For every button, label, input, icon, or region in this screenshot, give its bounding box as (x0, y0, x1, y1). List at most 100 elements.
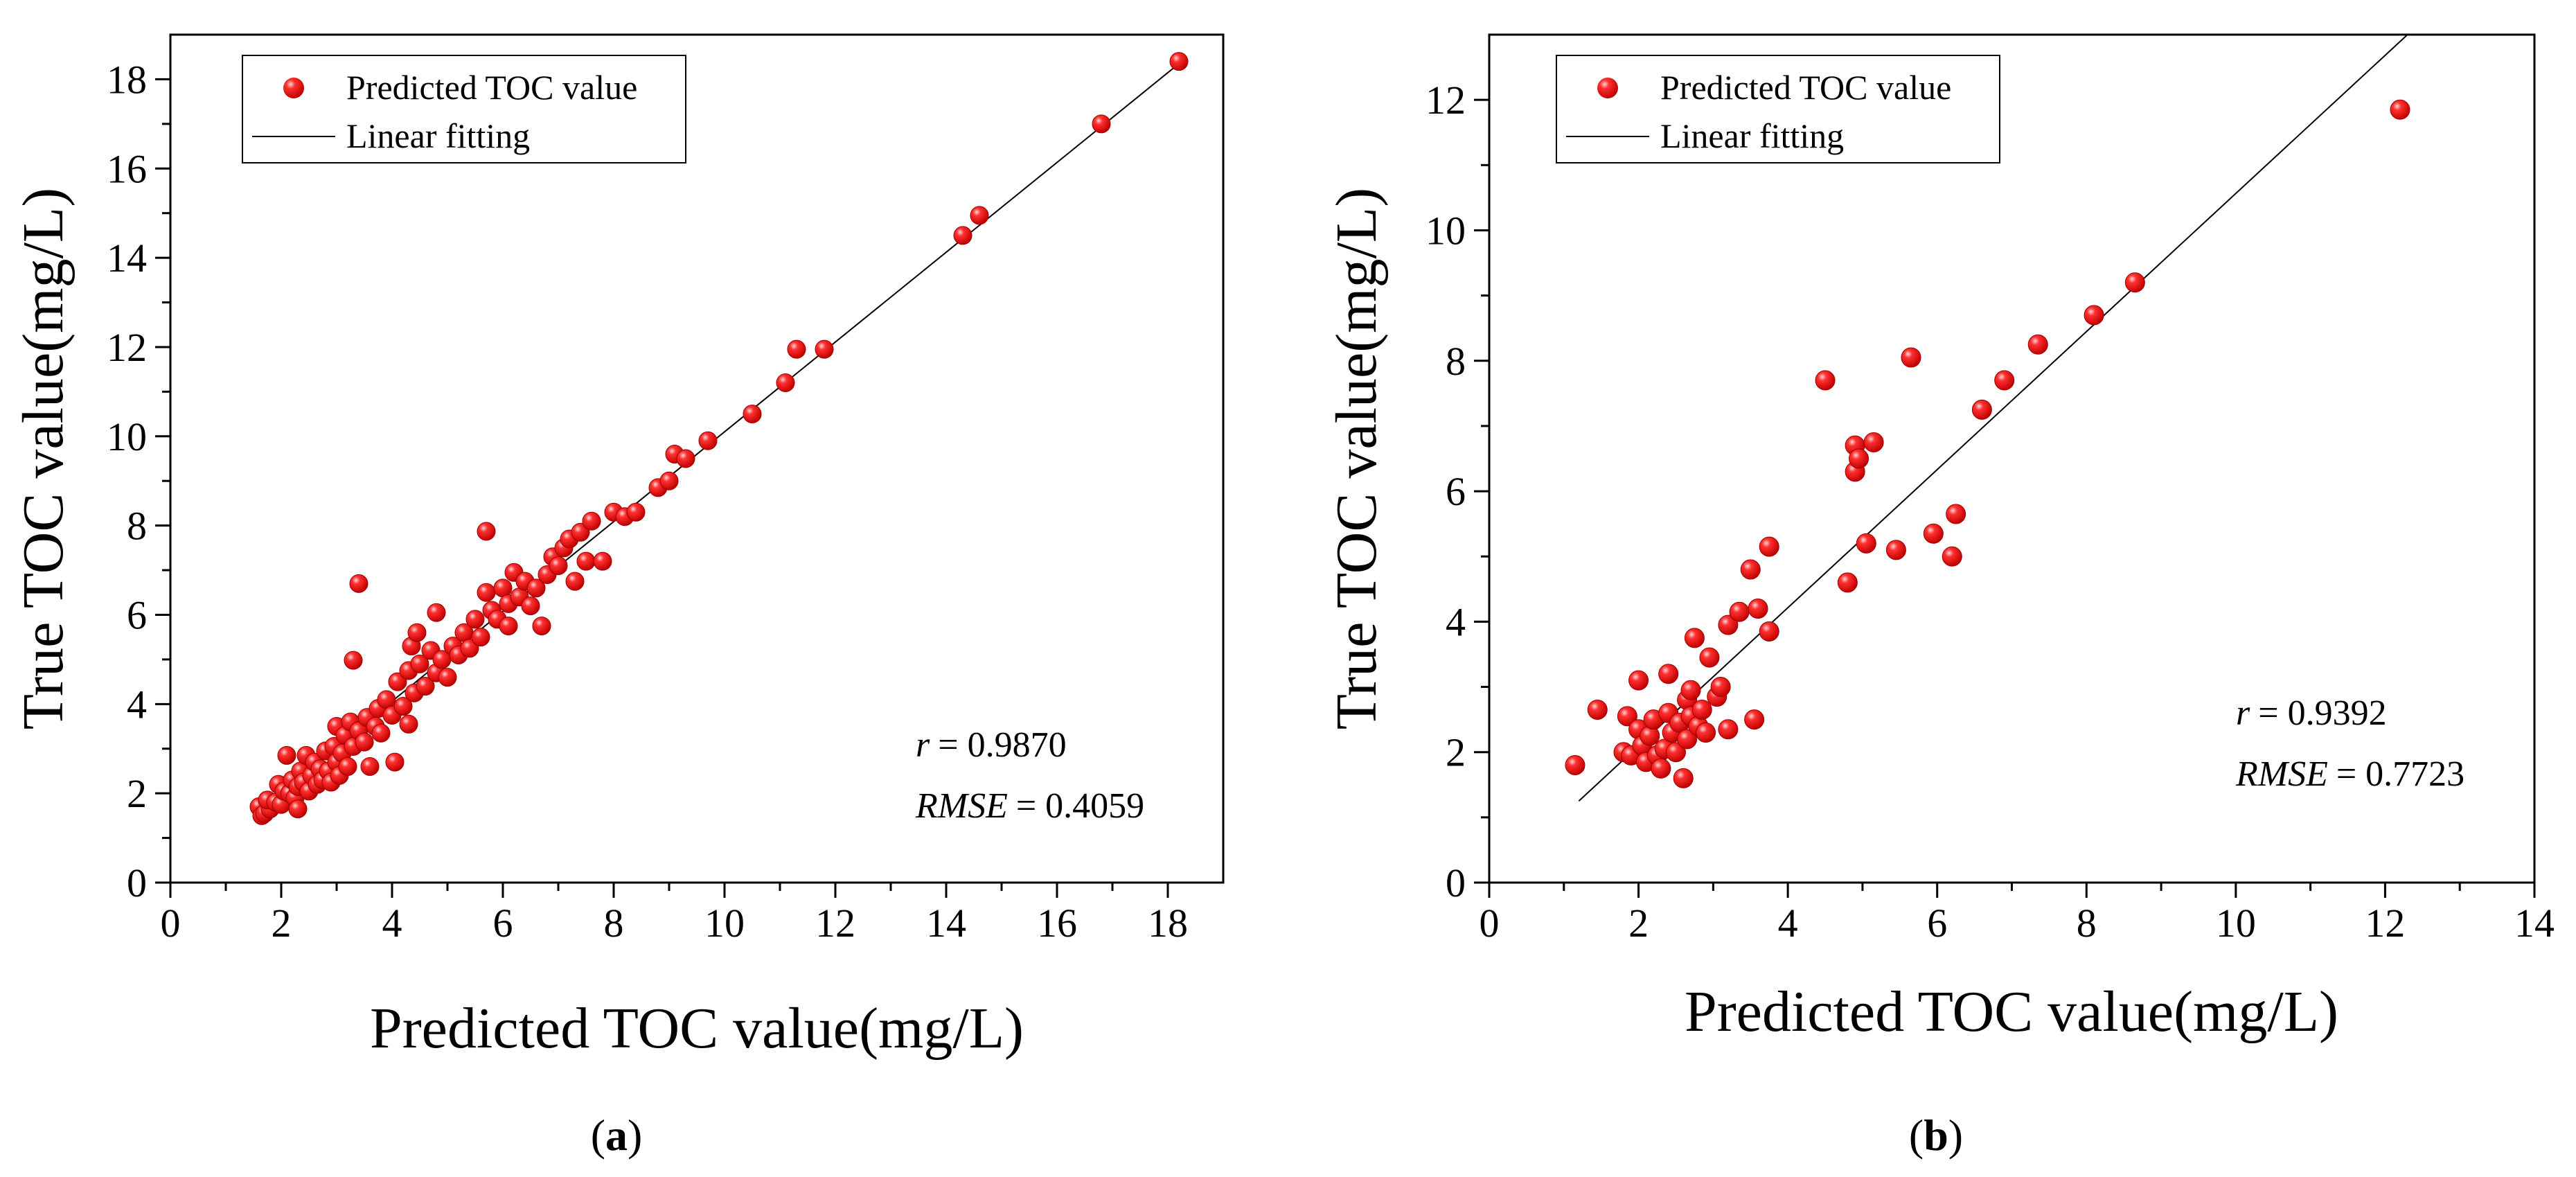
panel-a-data-point (465, 610, 485, 629)
panel-b-data-point (1744, 709, 1765, 730)
panel-a-plot-frame (169, 33, 1225, 884)
panel-b-data-point (1885, 540, 1906, 560)
panel-b-data-point (1673, 768, 1694, 788)
panel-a-r-value: = 0.9870 (938, 725, 1066, 765)
panel-b-data-point (1849, 448, 1869, 469)
panel-a-data-point (521, 596, 540, 616)
panel-b-x-tick-label: 14 (2514, 901, 2555, 946)
panel-a-data-point (407, 623, 427, 642)
panel-a-data-point (399, 714, 418, 734)
panel-a-stats: r = 0.9870 RMSE = 0.4059 (915, 725, 1144, 826)
panel-b-tick-labels: 0 2 4 6 8 10 12 14 0 2 4 6 8 10 12 (1425, 78, 2555, 946)
panel-a-axis-ticks (155, 78, 1169, 898)
panel-b-y-axis-title: True TOC value(mg/L) (1324, 188, 1389, 729)
panel-a-data-point (582, 511, 601, 531)
panel-a-data-point (532, 617, 551, 636)
panel-a-y-tick-label: 6 (127, 592, 147, 637)
panel-a-x-tick-label: 10 (704, 901, 745, 946)
panel-a-x-tick-label: 6 (493, 901, 513, 946)
panel-a-data-point (349, 574, 368, 593)
panel-b-data-point (1665, 742, 1686, 763)
panel-b-data-point (1718, 719, 1739, 740)
panel-a-data-point (416, 677, 435, 696)
panel-a-data-point (593, 551, 612, 571)
panel-a-rmse-value: = 0.4059 (1016, 786, 1144, 826)
panel-b-data-point (1658, 664, 1679, 684)
panel-a-data-point (477, 583, 496, 602)
panel-a-fit-line (264, 58, 1185, 806)
panel-a-data-point (460, 639, 479, 658)
panel-b-x-tick-label: 2 (1628, 901, 1649, 946)
panel-a-y-tick-label: 12 (107, 325, 147, 370)
panel-b-axis-ticks (1474, 98, 2536, 898)
panel-a-data-point (526, 578, 546, 598)
panel-a-data-point (371, 723, 391, 743)
panel-a-data-point (970, 206, 989, 225)
panel-b-y-tick-label: 4 (1446, 599, 1466, 644)
panel-a-x-tick-label: 0 (161, 901, 181, 946)
panel-b-data-point (1684, 628, 1705, 648)
panel-b-data-point (1699, 647, 1720, 668)
panel-a-data-point (565, 572, 585, 591)
panel-a-legend-points-label: Predicted TOC value (346, 68, 637, 107)
panel-b-data-point (1901, 347, 1921, 368)
panel-a-data-point (471, 628, 490, 647)
panel-b-x-tick-label: 6 (1927, 901, 1947, 946)
panel-a-x-tick-label: 8 (604, 901, 624, 946)
panel-a-data-point (676, 449, 695, 468)
panel-a-rmse-symbol: RMSE (915, 786, 1008, 826)
panel-b-y-tick-label: 2 (1446, 730, 1466, 775)
panel-a-data-point (477, 522, 496, 541)
panel-b: 0 2 4 6 8 10 12 14 0 2 4 6 8 10 12 Predicted TOC value… (1324, 33, 2555, 1160)
panel-b-y-tick-label: 0 (1446, 860, 1466, 905)
panel-a-data-point (776, 373, 795, 392)
panel-a: 0 2 4 6 8 10 12 14 16 18 0 2 4 6 8 10 12 14 16 18 Predicted… (11, 33, 1225, 1160)
panel-a-y-tick-label: 18 (107, 57, 147, 102)
panel-b-rmse-value: = 0.7723 (2336, 754, 2464, 794)
panel-b-x-tick-label: 0 (1480, 901, 1500, 946)
panel-b-data-point (1565, 755, 1585, 776)
panel-b-rmse-symbol: RMSE (2235, 754, 2328, 794)
panel-a-y-tick-label: 14 (107, 236, 147, 281)
panel-a-legend-marker (283, 78, 304, 98)
panel-b-data-point (1651, 758, 1671, 779)
panel-b-rmse-stat: RMSE = 0.7723 (2235, 754, 2464, 794)
panel-a-caption: (a) (591, 1110, 643, 1160)
panel-b-legend-line-label: Linear fitting (1660, 116, 1844, 155)
panel-a-data-point (576, 551, 596, 571)
panel-b-y-tick-label: 12 (1425, 78, 1466, 123)
panel-a-rmse-stat: RMSE = 0.4059 (915, 786, 1144, 826)
panel-b-caption-letter: b (1924, 1110, 1948, 1160)
panel-b-data-point (1863, 432, 1884, 452)
panel-b-data-point (1740, 559, 1761, 580)
panel-b-x-tick-label: 4 (1778, 901, 1798, 946)
panel-b-r-symbol: r (2236, 693, 2250, 733)
panel-b-data-point (1587, 699, 1608, 720)
panel-b-stats: r = 0.9392 RMSE = 0.7723 (2235, 693, 2464, 794)
panel-a-data-point (571, 522, 590, 542)
panel-a-data-point (277, 745, 296, 765)
panel-a-data-point (427, 603, 446, 622)
panel-b-data-point (1856, 533, 1876, 554)
panel-a-caption-letter: a (605, 1110, 628, 1160)
panel-b-data-point (1691, 699, 1712, 720)
panel-a-data-point (698, 431, 718, 450)
panel-a-y-tick-label: 16 (107, 146, 147, 191)
panel-b-x-tick-label: 10 (2216, 901, 2256, 946)
panel-a-x-axis-title: Predicted TOC value(mg/L) (370, 996, 1024, 1061)
panel-a-y-axis-title: True TOC value(mg/L) (11, 188, 75, 729)
panel-b-x-tick-label: 8 (2077, 901, 2097, 946)
panel-a-x-tick-label: 14 (926, 901, 966, 946)
panel-b-data-point (1942, 546, 1962, 567)
panel-b-y-tick-label: 8 (1446, 339, 1466, 384)
panel-b-data-point (1837, 572, 1858, 593)
panel-b-y-tick-label: 6 (1446, 469, 1466, 514)
panel-b-y-tick-label: 10 (1425, 208, 1466, 253)
panel-a-data-point (338, 757, 357, 777)
panel-a-data-point (743, 405, 762, 424)
panel-b-x-axis-title: Predicted TOC value(mg/L) (1685, 980, 2338, 1044)
panel-a-y-tick-label: 4 (127, 682, 147, 727)
panel-a-data-point (1169, 52, 1189, 71)
panel-b-r-stat: r = 0.9392 (2236, 693, 2387, 733)
